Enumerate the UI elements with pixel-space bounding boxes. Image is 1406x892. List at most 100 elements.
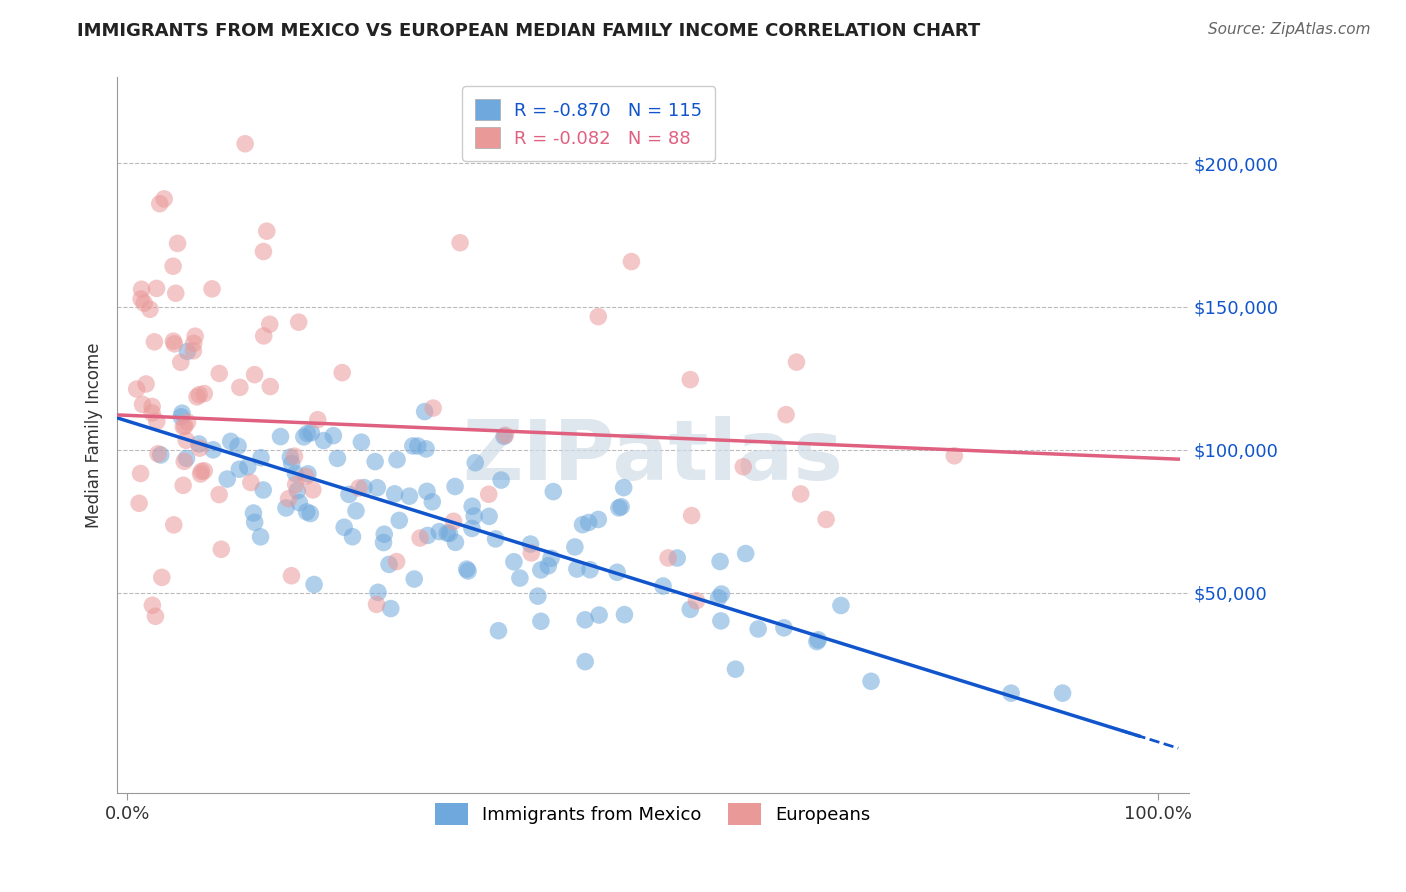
Point <box>860 674 883 689</box>
Point <box>145 281 167 295</box>
Point <box>385 555 408 569</box>
Point <box>243 368 266 382</box>
Point <box>184 329 207 343</box>
Point <box>287 483 309 498</box>
Point <box>186 390 208 404</box>
Point <box>350 435 373 450</box>
Point <box>488 624 510 638</box>
Point <box>208 487 231 501</box>
Point <box>302 483 325 497</box>
Point <box>249 530 271 544</box>
Point <box>707 591 730 605</box>
Point <box>174 434 197 448</box>
Point <box>165 286 187 301</box>
Point <box>193 464 215 478</box>
Point <box>149 448 172 462</box>
Point <box>943 449 966 463</box>
Point <box>190 464 212 478</box>
Point <box>236 459 259 474</box>
Point <box>806 634 828 648</box>
Text: Source: ZipAtlas.com: Source: ZipAtlas.com <box>1208 22 1371 37</box>
Point <box>578 516 600 530</box>
Point <box>188 387 211 401</box>
Point <box>299 425 322 440</box>
Point <box>228 462 250 476</box>
Point <box>789 487 811 501</box>
Point <box>666 551 689 566</box>
Point <box>173 419 195 434</box>
Point <box>373 527 395 541</box>
Point <box>364 455 387 469</box>
Point <box>166 236 188 251</box>
Point <box>366 598 388 612</box>
Point <box>733 459 755 474</box>
Point <box>233 136 256 151</box>
Point <box>1000 686 1022 700</box>
Point <box>436 526 458 541</box>
Point <box>239 475 262 490</box>
Point <box>444 535 467 549</box>
Point <box>353 481 375 495</box>
Point <box>388 513 411 527</box>
Point <box>162 334 184 349</box>
Point <box>413 404 436 418</box>
Point <box>287 315 309 329</box>
Point <box>613 607 636 622</box>
Point <box>128 496 150 510</box>
Point <box>710 614 733 628</box>
Point <box>489 473 512 487</box>
Point <box>173 454 195 468</box>
Point <box>277 491 299 506</box>
Point <box>724 662 747 676</box>
Point <box>333 520 356 534</box>
Point <box>297 426 319 441</box>
Point <box>606 566 628 580</box>
Point <box>252 483 274 497</box>
Point <box>326 451 349 466</box>
Point <box>478 487 501 501</box>
Point <box>439 526 461 541</box>
Point <box>253 329 276 343</box>
Point <box>145 609 167 624</box>
Point <box>229 380 252 394</box>
Point <box>183 343 205 358</box>
Point <box>620 254 643 268</box>
Point <box>404 572 426 586</box>
Point <box>461 521 484 535</box>
Point <box>385 452 408 467</box>
Point <box>288 496 311 510</box>
Point <box>139 302 162 317</box>
Point <box>172 478 194 492</box>
Point <box>190 467 212 481</box>
Point <box>652 579 675 593</box>
Point <box>520 546 543 560</box>
Point <box>422 401 444 415</box>
Point <box>163 517 186 532</box>
Point <box>149 196 172 211</box>
Point <box>378 558 401 572</box>
Point <box>259 318 281 332</box>
Point <box>226 439 249 453</box>
Point <box>176 451 198 466</box>
Point <box>571 517 593 532</box>
Point <box>242 506 264 520</box>
Point <box>530 563 553 577</box>
Point <box>270 429 292 443</box>
Point <box>565 562 588 576</box>
Point <box>367 585 389 599</box>
Point <box>193 386 215 401</box>
Point <box>416 484 439 499</box>
Point <box>509 571 531 585</box>
Point <box>679 602 702 616</box>
Point <box>153 192 176 206</box>
Point <box>409 531 432 545</box>
Point <box>172 419 194 434</box>
Point <box>170 409 193 424</box>
Point <box>366 481 388 495</box>
Point <box>163 336 186 351</box>
Point <box>830 599 852 613</box>
Point <box>734 547 756 561</box>
Point <box>527 589 550 603</box>
Point <box>588 310 610 324</box>
Point <box>384 487 406 501</box>
